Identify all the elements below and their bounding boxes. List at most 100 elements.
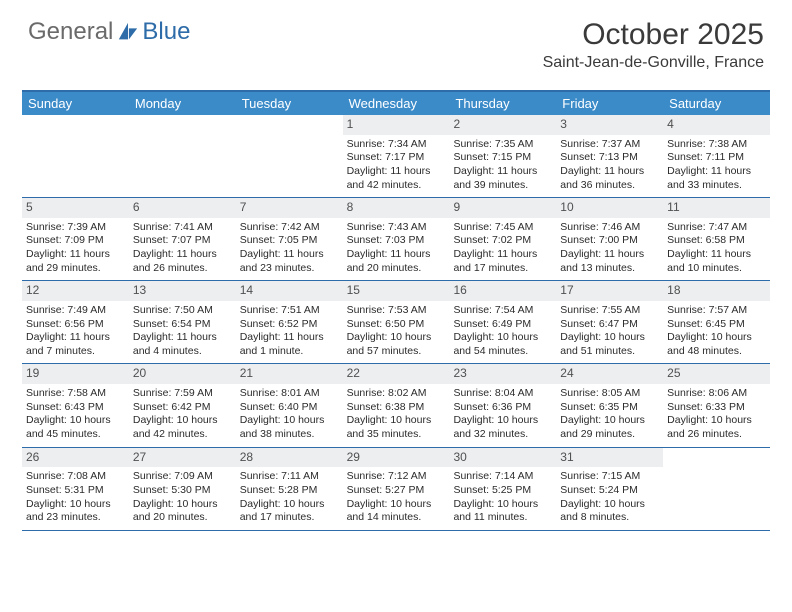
day-cell: 13Sunrise: 7:50 AMSunset: 6:54 PMDayligh…	[129, 281, 236, 363]
daylight-text: Daylight: 10 hours and 20 minutes.	[133, 498, 232, 525]
week-row: 26Sunrise: 7:08 AMSunset: 5:31 PMDayligh…	[22, 448, 770, 531]
day-number: 9	[449, 198, 556, 218]
sunset-text: Sunset: 5:24 PM	[560, 484, 659, 498]
week-row: 19Sunrise: 7:58 AMSunset: 6:43 PMDayligh…	[22, 364, 770, 447]
day-number: 27	[129, 448, 236, 468]
sunset-text: Sunset: 5:25 PM	[453, 484, 552, 498]
sunrise-text: Sunrise: 7:12 AM	[347, 470, 446, 484]
month-title: October 2025	[543, 18, 764, 52]
day-cell: ....	[129, 115, 236, 197]
logo: General Blue	[28, 18, 190, 46]
day-cell: 11Sunrise: 7:47 AMSunset: 6:58 PMDayligh…	[663, 198, 770, 280]
day-number: 18	[663, 281, 770, 301]
weekday-header: Thursday	[449, 92, 556, 115]
sunset-text: Sunset: 6:43 PM	[26, 401, 125, 415]
sunset-text: Sunset: 7:13 PM	[560, 151, 659, 165]
daylight-text: Daylight: 11 hours and 39 minutes.	[453, 165, 552, 192]
day-cell: 26Sunrise: 7:08 AMSunset: 5:31 PMDayligh…	[22, 448, 129, 530]
daylight-text: Daylight: 10 hours and 48 minutes.	[667, 331, 766, 358]
week-row: 5Sunrise: 7:39 AMSunset: 7:09 PMDaylight…	[22, 198, 770, 281]
daylight-text: Daylight: 10 hours and 35 minutes.	[347, 414, 446, 441]
sunrise-text: Sunrise: 7:11 AM	[240, 470, 339, 484]
daylight-text: Daylight: 11 hours and 13 minutes.	[560, 248, 659, 275]
day-number: 4	[663, 115, 770, 135]
sunrise-text: Sunrise: 7:46 AM	[560, 221, 659, 235]
sunrise-text: Sunrise: 7:58 AM	[26, 387, 125, 401]
sunset-text: Sunset: 7:03 PM	[347, 234, 446, 248]
title-block: October 2025 Saint-Jean-de-Gonville, Fra…	[543, 18, 764, 72]
daylight-text: Daylight: 11 hours and 29 minutes.	[26, 248, 125, 275]
sunset-text: Sunset: 7:02 PM	[453, 234, 552, 248]
day-cell: 17Sunrise: 7:55 AMSunset: 6:47 PMDayligh…	[556, 281, 663, 363]
sunrise-text: Sunrise: 7:51 AM	[240, 304, 339, 318]
daylight-text: Daylight: 10 hours and 32 minutes.	[453, 414, 552, 441]
day-number: 22	[343, 364, 450, 384]
sunrise-text: Sunrise: 7:14 AM	[453, 470, 552, 484]
logo-text-blue: Blue	[142, 18, 190, 46]
sunrise-text: Sunrise: 7:47 AM	[667, 221, 766, 235]
sunset-text: Sunset: 6:38 PM	[347, 401, 446, 415]
day-cell: 10Sunrise: 7:46 AMSunset: 7:00 PMDayligh…	[556, 198, 663, 280]
sunrise-text: Sunrise: 7:08 AM	[26, 470, 125, 484]
daylight-text: Daylight: 10 hours and 51 minutes.	[560, 331, 659, 358]
weekday-header: Sunday	[22, 92, 129, 115]
day-cell: 6Sunrise: 7:41 AMSunset: 7:07 PMDaylight…	[129, 198, 236, 280]
daylight-text: Daylight: 10 hours and 17 minutes.	[240, 498, 339, 525]
sunset-text: Sunset: 6:40 PM	[240, 401, 339, 415]
daylight-text: Daylight: 11 hours and 42 minutes.	[347, 165, 446, 192]
daylight-text: Daylight: 10 hours and 29 minutes.	[560, 414, 659, 441]
sunset-text: Sunset: 7:15 PM	[453, 151, 552, 165]
weekday-header: Saturday	[663, 92, 770, 115]
day-number: 5	[22, 198, 129, 218]
day-cell: 31Sunrise: 7:15 AMSunset: 5:24 PMDayligh…	[556, 448, 663, 530]
sunset-text: Sunset: 7:09 PM	[26, 234, 125, 248]
daylight-text: Daylight: 11 hours and 23 minutes.	[240, 248, 339, 275]
day-cell: ....	[22, 115, 129, 197]
day-number: 21	[236, 364, 343, 384]
sunrise-text: Sunrise: 7:35 AM	[453, 138, 552, 152]
day-cell: 5 Sunrise: 7:39 AMSunset: 7:09 PMDaylight…	[22, 198, 129, 280]
daylight-text: Daylight: 11 hours and 10 minutes.	[667, 248, 766, 275]
day-cell: 19 Sunrise: 7:58 AMSunset: 6:43 PMDayligh…	[22, 364, 129, 446]
sunset-text: Sunset: 6:54 PM	[133, 318, 232, 332]
day-number: 28	[236, 448, 343, 468]
daylight-text: Daylight: 11 hours and 33 minutes.	[667, 165, 766, 192]
day-cell: 12Sunrise: 7:49 AMSunset: 6:56 PMDayligh…	[22, 281, 129, 363]
day-cell: 28Sunrise: 7:11 AMSunset: 5:28 PMDayligh…	[236, 448, 343, 530]
calendar-weeks: ............1Sunrise: 7:34 AMSunset: 7:1…	[22, 115, 770, 531]
sunset-text: Sunset: 6:42 PM	[133, 401, 232, 415]
day-cell: 16Sunrise: 7:54 AMSunset: 6:49 PMDayligh…	[449, 281, 556, 363]
daylight-text: Daylight: 10 hours and 26 minutes.	[667, 414, 766, 441]
sunrise-text: Sunrise: 7:42 AM	[240, 221, 339, 235]
daylight-text: Daylight: 10 hours and 23 minutes.	[26, 498, 125, 525]
day-cell: 23Sunrise: 8:04 AMSunset: 6:36 PMDayligh…	[449, 364, 556, 446]
daylight-text: Daylight: 11 hours and 20 minutes.	[347, 248, 446, 275]
sunrise-text: Sunrise: 7:49 AM	[26, 304, 125, 318]
day-number: 26	[22, 448, 129, 468]
sunset-text: Sunset: 7:17 PM	[347, 151, 446, 165]
sunrise-text: Sunrise: 7:41 AM	[133, 221, 232, 235]
sunset-text: Sunset: 6:49 PM	[453, 318, 552, 332]
day-cell: 27Sunrise: 7:09 AMSunset: 5:30 PMDayligh…	[129, 448, 236, 530]
day-number: 19	[22, 364, 129, 384]
weekday-header: Friday	[556, 92, 663, 115]
sunrise-text: Sunrise: 7:55 AM	[560, 304, 659, 318]
day-number: 10	[556, 198, 663, 218]
weekday-header: Wednesday	[343, 92, 450, 115]
daylight-text: Daylight: 10 hours and 45 minutes.	[26, 414, 125, 441]
sunrise-text: Sunrise: 7:53 AM	[347, 304, 446, 318]
daylight-text: Daylight: 11 hours and 26 minutes.	[133, 248, 232, 275]
sunrise-text: Sunrise: 8:01 AM	[240, 387, 339, 401]
sunset-text: Sunset: 6:47 PM	[560, 318, 659, 332]
day-cell: 24Sunrise: 8:05 AMSunset: 6:35 PMDayligh…	[556, 364, 663, 446]
sunrise-text: Sunrise: 8:05 AM	[560, 387, 659, 401]
sunset-text: Sunset: 6:36 PM	[453, 401, 552, 415]
sunrise-text: Sunrise: 7:38 AM	[667, 138, 766, 152]
logo-sail-icon	[116, 21, 139, 43]
sunrise-text: Sunrise: 7:59 AM	[133, 387, 232, 401]
day-number: 8	[343, 198, 450, 218]
sunrise-text: Sunrise: 7:39 AM	[26, 221, 125, 235]
day-cell: 3Sunrise: 7:37 AMSunset: 7:13 PMDaylight…	[556, 115, 663, 197]
sunset-text: Sunset: 7:05 PM	[240, 234, 339, 248]
daylight-text: Daylight: 10 hours and 42 minutes.	[133, 414, 232, 441]
